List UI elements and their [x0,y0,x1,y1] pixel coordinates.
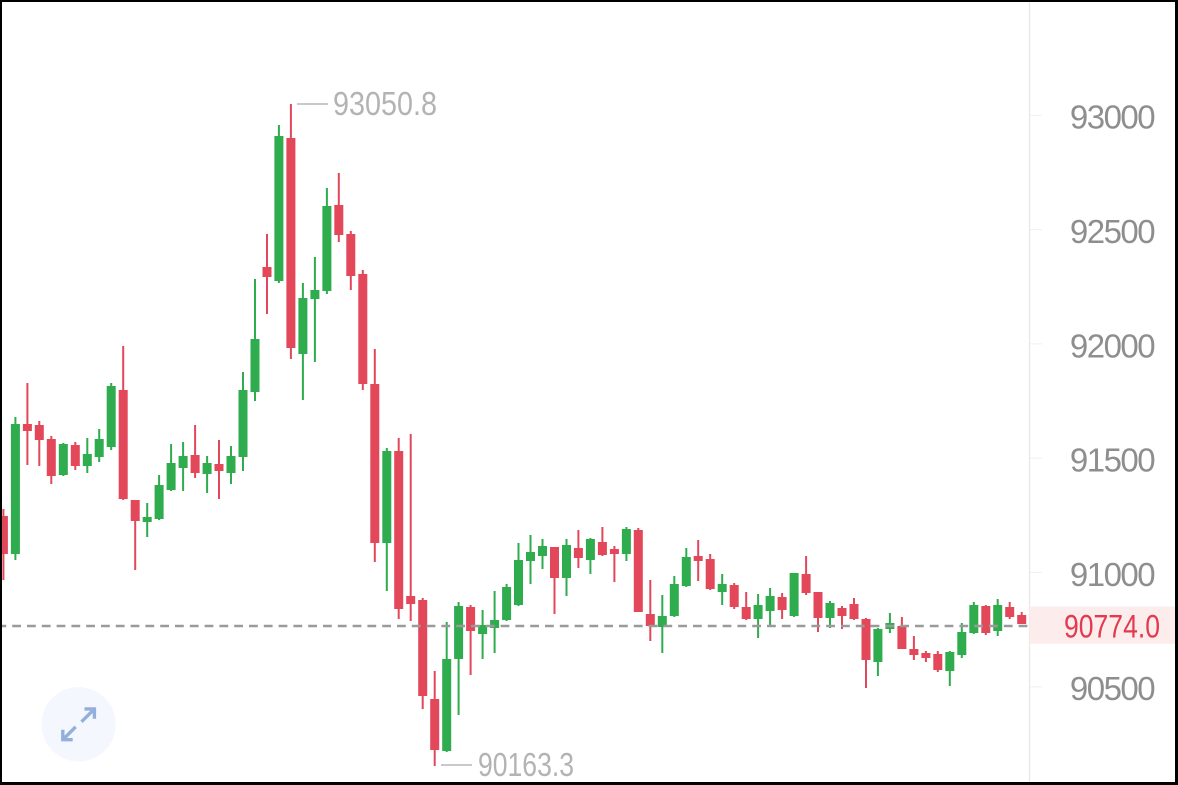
svg-text:93000: 93000 [1070,99,1155,136]
svg-text:91000: 91000 [1070,556,1155,593]
svg-text:91500: 91500 [1070,442,1155,479]
svg-text:92500: 92500 [1070,213,1155,250]
svg-text:90774.0: 90774.0 [1064,608,1160,644]
svg-text:90500: 90500 [1070,670,1155,707]
svg-text:93050.8: 93050.8 [333,85,437,122]
svg-text:90163.3: 90163.3 [478,746,574,783]
svg-text:92000: 92000 [1070,327,1155,364]
